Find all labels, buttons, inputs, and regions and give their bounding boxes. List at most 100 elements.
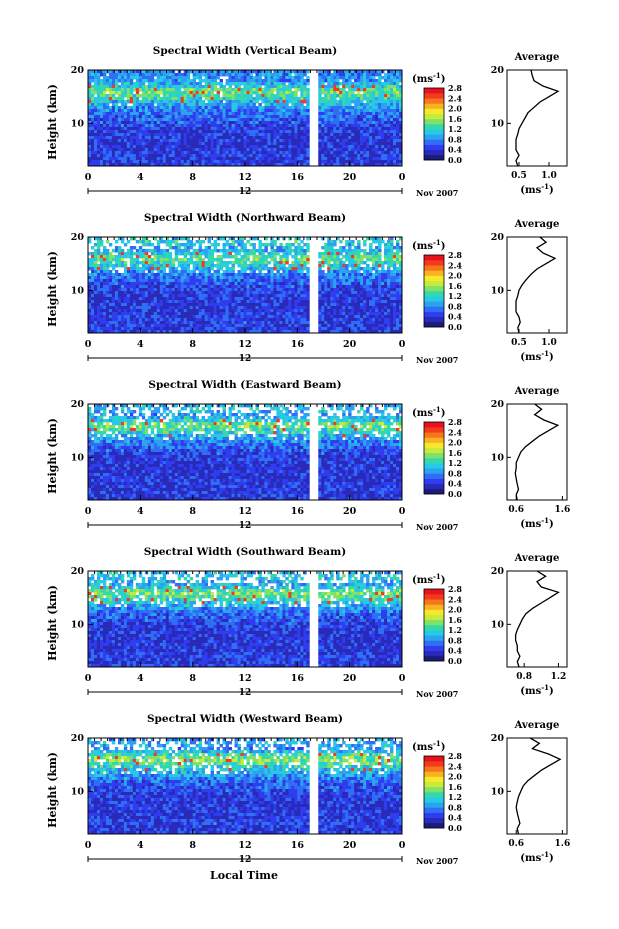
heatmap-cell — [234, 246, 238, 250]
heatmap-cell — [237, 258, 241, 262]
heatmap-cell — [354, 279, 358, 283]
heatmap-cell — [282, 76, 286, 80]
heatmap-cell — [375, 237, 379, 241]
heatmap-cell — [147, 139, 152, 143]
heatmap-cell — [396, 79, 400, 83]
heatmap-cell — [255, 118, 259, 122]
heatmap-cell — [114, 82, 119, 86]
heatmap-cell — [366, 139, 370, 143]
heatmap-cell — [210, 82, 214, 86]
heatmap-cell — [171, 136, 176, 140]
heatmap-cell — [267, 127, 271, 131]
heatmap-cell — [372, 145, 376, 149]
heatmap-cell — [357, 82, 361, 86]
heatmap-cell — [276, 160, 280, 164]
heatmap-cell — [117, 97, 122, 101]
heatmap-cell — [129, 97, 134, 101]
heatmap-cell — [237, 85, 241, 89]
heatmap-cell — [234, 70, 238, 74]
heatmap-cell — [132, 94, 137, 98]
heatmap-cell — [348, 258, 352, 262]
heatmap-cell — [183, 121, 188, 125]
heatmap-cell — [396, 151, 400, 155]
heatmap-cell — [300, 160, 304, 164]
heatmap-cell — [246, 76, 250, 80]
heatmap-cell — [366, 163, 370, 167]
heatmap-cell — [297, 88, 301, 92]
heatmap-cell — [96, 264, 101, 268]
heatmap-cell — [123, 127, 128, 131]
heatmap-cell — [90, 139, 95, 143]
heatmap-cell — [240, 154, 244, 158]
heatmap-cell — [249, 294, 253, 298]
heatmap-cell — [285, 154, 289, 158]
heatmap-cell — [351, 88, 355, 92]
heatmap-cell — [201, 103, 206, 107]
heatmap-cell — [132, 70, 137, 74]
heatmap-cell — [135, 285, 140, 289]
heatmap-cell — [282, 157, 286, 161]
heatmap-cell — [375, 163, 379, 167]
heatmap-cell — [273, 157, 277, 161]
heatmap-cell — [357, 139, 361, 143]
heatmap-cell — [318, 160, 322, 164]
heatmap-cell — [363, 82, 367, 86]
heatmap-cell — [363, 124, 367, 128]
heatmap-cell — [240, 100, 244, 104]
heatmap-cell — [195, 285, 200, 289]
heatmap-cell — [99, 127, 104, 131]
heatmap-cell — [288, 288, 292, 292]
heatmap-cell — [180, 264, 185, 268]
heatmap-cell — [252, 243, 256, 247]
heatmap-cell — [150, 73, 155, 77]
heatmap-cell — [291, 273, 295, 277]
heatmap-cell — [96, 154, 101, 158]
heatmap-cell — [165, 249, 170, 253]
heatmap-cell — [354, 282, 358, 286]
heatmap-cell — [387, 103, 391, 107]
heatmap-cell — [102, 252, 107, 256]
heatmap-cell — [351, 115, 355, 119]
colorbar-tick-label: 2.0 — [448, 104, 462, 114]
colorbar: (ms-1)0.00.40.81.21.62.02.42.8 — [412, 71, 462, 166]
heatmap-cell — [357, 255, 361, 259]
heatmap-cell — [336, 285, 340, 289]
heatmap-cell — [153, 148, 158, 152]
heatmap-cell — [105, 82, 110, 86]
heatmap-cell — [141, 240, 146, 244]
heatmap-cell — [93, 139, 98, 143]
heatmap-cell — [162, 258, 167, 262]
heatmap-cell — [192, 103, 197, 107]
heatmap-cell — [204, 151, 209, 155]
heatmap-cell — [372, 103, 376, 107]
heatmap-cell — [234, 139, 238, 143]
heatmap-cell — [105, 160, 110, 164]
heatmap-cell — [108, 273, 113, 277]
heatmap-cell — [168, 94, 173, 98]
heatmap-cell — [102, 100, 107, 104]
heatmap-cell — [195, 252, 200, 256]
heatmap-cell — [201, 267, 206, 271]
heatmap-cell — [171, 88, 176, 92]
heatmap-cell — [114, 273, 119, 277]
heatmap-cell — [219, 124, 223, 128]
heatmap-cell — [246, 163, 250, 167]
heatmap-cell — [351, 91, 355, 95]
heatmap-cell — [342, 151, 346, 155]
heatmap-cell — [210, 76, 214, 80]
heatmap-cell — [279, 85, 283, 89]
heatmap-cell — [204, 255, 209, 259]
heatmap-cell — [366, 282, 370, 286]
heatmap-cell — [372, 124, 376, 128]
heatmap-cell — [375, 267, 379, 271]
heatmap-cell — [360, 261, 364, 265]
heatmap-cell — [168, 285, 173, 289]
heatmap-cell — [88, 279, 92, 283]
heatmap-cell — [318, 142, 322, 146]
heatmap-cell — [189, 85, 194, 89]
heatmap-cell — [225, 121, 229, 125]
heatmap-cell — [88, 133, 92, 137]
heatmap-cell — [342, 100, 346, 104]
heatmap-cell — [171, 240, 176, 244]
heatmap-cell — [144, 73, 149, 77]
